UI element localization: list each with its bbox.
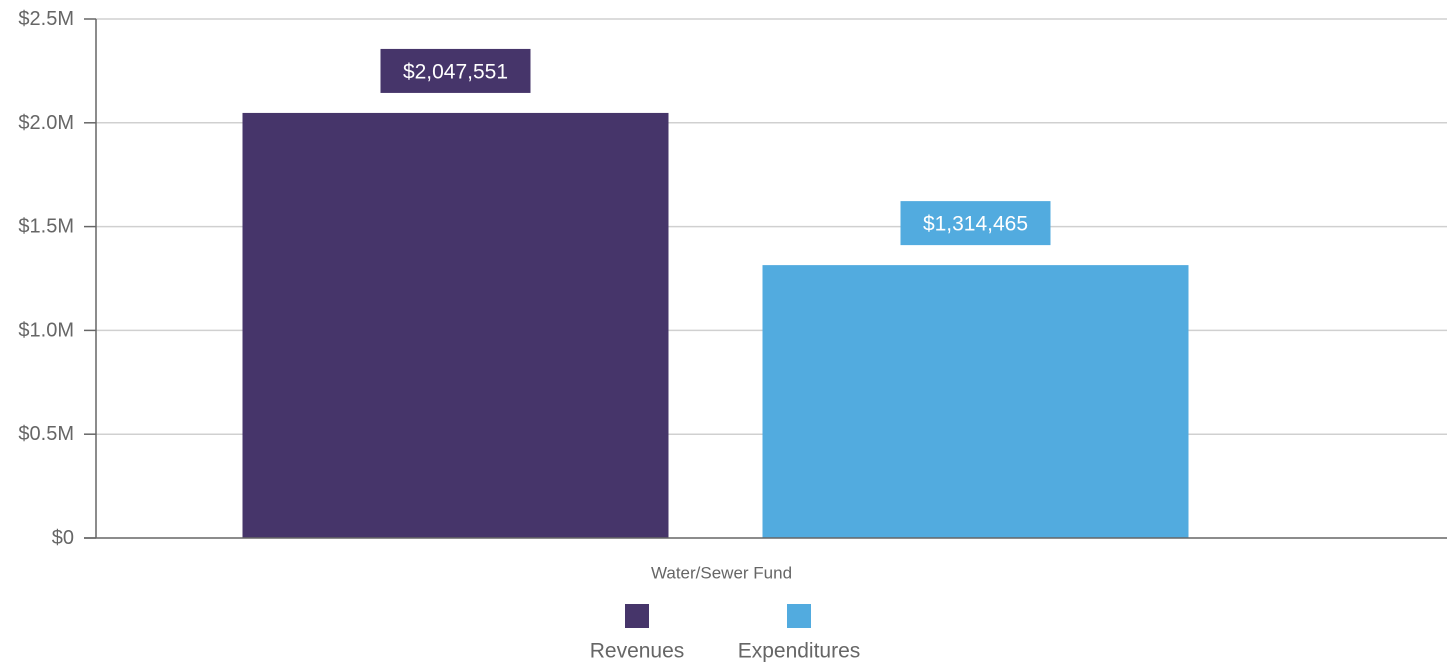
- y-tick-label: $0.5M: [18, 423, 74, 445]
- y-tick-label: $2.5M: [18, 8, 74, 30]
- legend-item-revenues[interactable]: Revenues: [590, 604, 685, 663]
- y-tick-label: $0: [52, 527, 74, 549]
- bar-expenditures[interactable]: [763, 265, 1189, 538]
- data-label-expenditures: $1,314,465: [923, 213, 1028, 236]
- legend-label-revenues: Revenues: [590, 640, 685, 663]
- legend-label-expenditures: Expenditures: [738, 640, 861, 663]
- legend-item-expenditures[interactable]: Expenditures: [738, 604, 861, 663]
- bar-revenues[interactable]: [243, 113, 669, 538]
- y-tick-label: $2.0M: [18, 112, 74, 134]
- x-category-label: Water/Sewer Fund: [651, 564, 792, 583]
- y-tick-label: $1.0M: [18, 319, 74, 341]
- legend[interactable]: Revenues Expenditures: [590, 604, 861, 663]
- category-labels: Water/Sewer Fund: [651, 564, 792, 583]
- y-tick-label: $1.5M: [18, 216, 74, 238]
- y-axis-ticks: $0 $0.5M $1.0M $1.5M $2.0M $2.5M: [18, 8, 96, 549]
- data-label-revenues: $2,047,551: [403, 60, 508, 83]
- legend-swatch-revenues: [625, 604, 649, 628]
- legend-swatch-expenditures: [787, 604, 811, 628]
